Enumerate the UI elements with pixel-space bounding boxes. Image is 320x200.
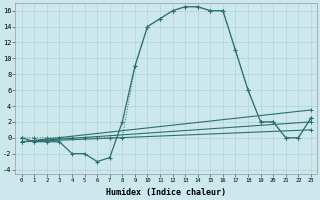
X-axis label: Humidex (Indice chaleur): Humidex (Indice chaleur): [106, 188, 226, 197]
